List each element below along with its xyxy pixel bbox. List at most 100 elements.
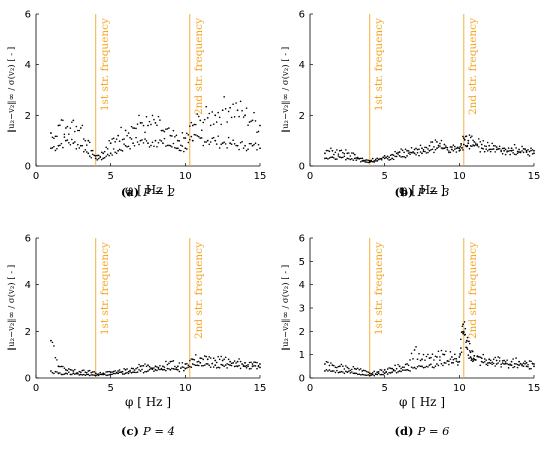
data-point <box>178 140 181 142</box>
data-point <box>450 361 453 364</box>
data-point <box>474 143 477 146</box>
data-point <box>235 362 237 364</box>
data-point <box>212 123 215 125</box>
data-point <box>436 363 438 365</box>
data-point <box>214 364 217 367</box>
data-point <box>409 151 411 154</box>
data-point <box>362 159 365 162</box>
data-point <box>533 365 535 368</box>
data-point <box>120 126 122 129</box>
data-point <box>512 152 514 154</box>
data-point <box>118 369 121 371</box>
data-point <box>81 374 84 376</box>
data-point <box>522 365 525 368</box>
data-point <box>482 140 485 142</box>
data-point <box>230 364 233 367</box>
data-point <box>150 367 152 369</box>
data-point <box>489 359 492 362</box>
data-point <box>77 129 79 132</box>
data-point <box>459 352 461 355</box>
data-point <box>212 357 215 360</box>
data-point <box>403 369 405 371</box>
data-point <box>362 373 365 376</box>
data-point <box>245 364 248 367</box>
caption-tag: (b) <box>395 185 418 199</box>
data-point <box>476 355 479 357</box>
data-point <box>450 356 453 358</box>
data-point <box>141 139 143 141</box>
data-point <box>147 124 149 127</box>
data-point <box>391 367 394 370</box>
data-point <box>397 153 399 155</box>
data-point <box>103 373 106 375</box>
data-point <box>346 371 349 374</box>
data-point <box>377 372 380 375</box>
data-point <box>442 364 444 367</box>
data-point <box>148 368 151 371</box>
data-point <box>66 369 69 372</box>
data-point <box>223 358 225 361</box>
data-point <box>66 125 69 128</box>
data-point <box>130 138 133 140</box>
data-point <box>156 366 158 368</box>
data-point <box>186 148 188 150</box>
data-point <box>345 158 347 161</box>
data-point <box>251 365 254 368</box>
data-point <box>165 360 167 363</box>
data-point <box>69 373 72 376</box>
data-point <box>175 368 178 371</box>
data-point <box>203 141 206 143</box>
data-point <box>504 362 507 365</box>
data-point <box>78 147 81 149</box>
data-point <box>145 365 148 368</box>
data-point <box>220 355 222 358</box>
data-point <box>331 156 334 159</box>
data-point <box>345 370 347 373</box>
data-point <box>124 144 127 147</box>
data-point <box>518 364 520 367</box>
data-point <box>352 152 355 154</box>
data-point <box>348 367 350 370</box>
data-point <box>425 365 428 368</box>
data-point <box>416 358 419 361</box>
data-point <box>359 160 362 163</box>
data-point <box>132 127 134 129</box>
data-point <box>448 363 450 366</box>
data-point <box>120 149 122 152</box>
data-point <box>404 363 407 366</box>
data-point <box>439 145 441 147</box>
data-point <box>238 148 240 151</box>
data-point <box>491 361 493 363</box>
data-point <box>132 367 134 370</box>
data-point <box>102 157 105 160</box>
data-point <box>94 154 97 157</box>
data-point <box>239 360 242 363</box>
data-point <box>436 141 438 143</box>
data-point <box>343 155 346 158</box>
data-point <box>352 372 355 375</box>
data-point <box>123 368 125 370</box>
data-point <box>229 106 232 109</box>
data-point <box>97 374 100 377</box>
data-point <box>184 363 187 365</box>
data-point <box>248 121 251 123</box>
data-point <box>388 367 390 369</box>
data-point <box>346 157 349 160</box>
x-tick-label: 0 <box>307 171 313 182</box>
data-point <box>464 333 467 336</box>
data-point <box>389 372 392 374</box>
data-point <box>130 372 133 374</box>
data-point <box>200 364 203 367</box>
data-point <box>510 364 513 367</box>
data-point <box>455 147 458 150</box>
data-point <box>324 363 326 365</box>
data-point <box>340 156 343 159</box>
data-point <box>428 149 431 152</box>
data-point <box>160 140 163 142</box>
data-point <box>515 147 517 149</box>
data-point <box>468 350 471 352</box>
data-point <box>530 147 532 150</box>
data-point <box>401 155 404 158</box>
data-point <box>362 369 365 372</box>
data-point <box>202 144 205 147</box>
